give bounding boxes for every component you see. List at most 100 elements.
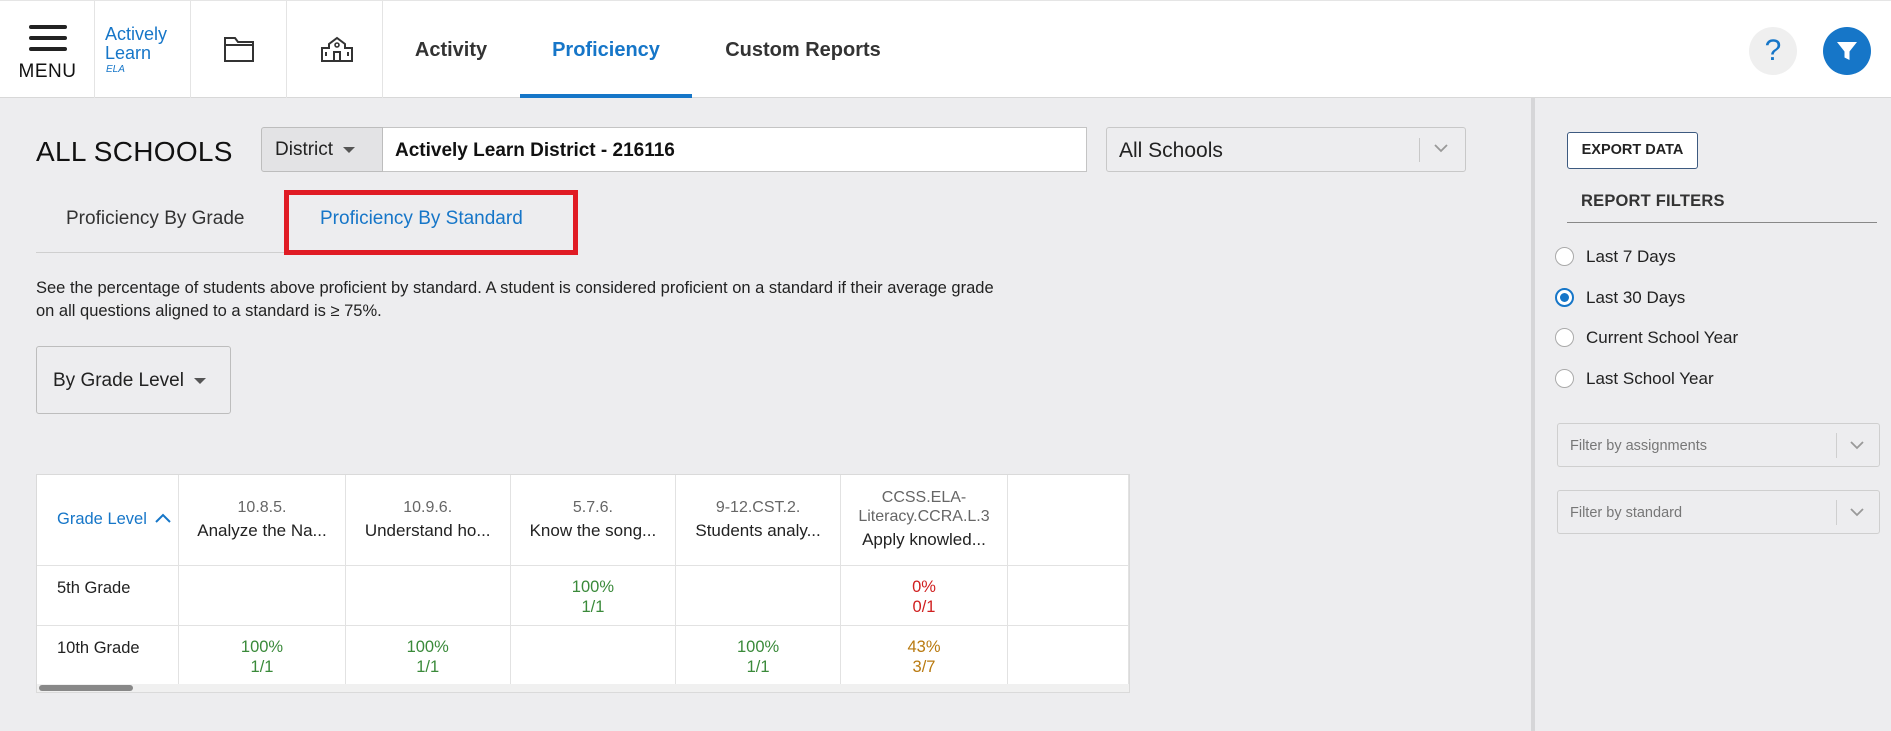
filter-toggle-button[interactable] — [1823, 27, 1871, 75]
report-description: See the percentage of students above pro… — [36, 277, 1136, 323]
proficiency-cell: 100% 1/1 — [675, 625, 842, 686]
group-by-label: By Grade Level — [53, 370, 184, 391]
district-input[interactable]: Actively Learn District - 216116 — [383, 127, 1087, 172]
proficiency-ratio: 1/1 — [581, 597, 605, 616]
standard-code: 10.8.5. — [237, 498, 287, 516]
group-by-dropdown[interactable]: By Grade Level — [36, 346, 231, 414]
page-title: ALL SCHOOLS — [36, 136, 233, 167]
filter-assignments-placeholder: Filter by assignments — [1570, 438, 1707, 454]
horizontal-scrollbar[interactable] — [37, 684, 1129, 692]
grade-level-column-header[interactable]: Grade Level — [37, 475, 180, 566]
logo-line1: Actively — [105, 24, 168, 44]
description-line2: on all questions aligned to a standard i… — [36, 302, 382, 320]
school-select[interactable]: All Schools — [1106, 127, 1466, 172]
help-button[interactable]: ? — [1749, 27, 1797, 75]
report-filters-divider — [1567, 222, 1877, 223]
subtab-proficiency-by-standard[interactable]: Proficiency By Standard — [320, 208, 523, 229]
caret-down-icon — [343, 146, 356, 153]
standard-name: Understand ho... — [364, 520, 491, 540]
table-header-row: Grade Level 10.8.5. Analyze the Na... 10… — [37, 475, 1129, 566]
menu-label: MENU — [18, 61, 77, 82]
table-row: 10th Grade 100% 1/1 100% 1/1 100% 1/1 43… — [37, 625, 1129, 686]
standard-name: Apply knowled... — [862, 530, 986, 550]
select-separator — [1419, 138, 1420, 162]
proficiency-table: Grade Level 10.8.5. Analyze the Na... 10… — [36, 474, 1130, 693]
school-icon — [321, 36, 353, 62]
chevron-down-icon — [1850, 441, 1864, 450]
proficiency-percent: 0% — [912, 577, 936, 596]
actively-learn-logo[interactable]: Actively Learn ELA — [95, 1, 191, 98]
subtab-divider — [36, 252, 288, 253]
proficiency-cell-empty — [510, 625, 677, 686]
radio-label: Current School Year — [1586, 328, 1739, 347]
standard-code-line2: Literacy.CCRA.L.3 — [858, 508, 990, 526]
description-line1: See the percentage of students above pro… — [36, 279, 994, 297]
school-select-value: All Schools — [1119, 139, 1223, 162]
grade-cell: 10th Grade — [37, 625, 180, 686]
proficiency-percent: 100% — [571, 577, 614, 596]
filter-by-standard-select[interactable]: Filter by standard — [1557, 490, 1880, 534]
standard-column-header[interactable]: 9-12.CST.2. Students analy... — [675, 475, 842, 566]
tab-custom-reports[interactable]: Custom Reports — [725, 39, 881, 61]
radio-button[interactable] — [1555, 369, 1574, 388]
proficiency-cell-empty — [178, 565, 346, 626]
radio-button[interactable] — [1555, 247, 1574, 266]
filter-standard-placeholder: Filter by standard — [1570, 505, 1683, 521]
report-filters-panel: EXPORT DATA REPORT FILTERS Last 7 Days L… — [1531, 98, 1891, 731]
proficiency-cell: 43% 3/7 — [840, 625, 1008, 686]
proficiency-cell: 100% 1/1 — [510, 565, 677, 626]
scope-dropdown[interactable]: District — [261, 127, 383, 172]
standard-column-header[interactable]: CCSS.ELA- Literacy.CCRA.L.3 Apply knowle… — [840, 475, 1008, 566]
standard-column-header[interactable]: 10.8.5. Analyze the Na... — [178, 475, 346, 566]
caret-down-icon — [193, 377, 206, 384]
radio-button-selected[interactable] — [1555, 288, 1574, 307]
standard-name: Analyze the Na... — [197, 520, 327, 540]
standard-code: 9-12.CST.2. — [715, 498, 801, 516]
standard-column-header-overflow — [1007, 475, 1129, 566]
standard-code: CCSS.ELA- — [881, 489, 967, 507]
menu-button[interactable]: MENU — [0, 1, 95, 98]
chevron-down-icon — [1434, 144, 1448, 153]
standard-column-header[interactable]: 10.9.6. Understand ho... — [345, 475, 511, 566]
proficiency-cell-empty — [675, 565, 842, 626]
standard-code: 10.9.6. — [403, 498, 453, 516]
proficiency-cell-empty — [345, 565, 511, 626]
scrollbar-thumb[interactable] — [39, 685, 133, 691]
standard-column-header[interactable]: 5.7.6. Know the song... — [510, 475, 677, 566]
chevron-down-icon — [1850, 508, 1864, 517]
proficiency-cell: 100% 1/1 — [345, 625, 511, 686]
table-row: 5th Grade 100% 1/1 0% 0/1 — [37, 565, 1129, 626]
filter-by-assignments-select[interactable]: Filter by assignments — [1557, 423, 1880, 467]
select-separator — [1836, 433, 1837, 458]
proficiency-ratio: 1/1 — [416, 657, 440, 676]
standard-code: 5.7.6. — [572, 498, 613, 516]
proficiency-cell-overflow — [1007, 625, 1129, 686]
subtab-proficiency-by-grade[interactable]: Proficiency By Grade — [66, 208, 245, 229]
tab-activity[interactable]: Activity — [414, 39, 488, 61]
export-data-button[interactable]: EXPORT DATA — [1567, 132, 1698, 169]
radio-button[interactable] — [1555, 328, 1574, 347]
grade-cell: 5th Grade — [37, 565, 180, 626]
sort-ascending-icon[interactable] — [154, 512, 172, 524]
proficiency-cell: 0% 0/1 — [840, 565, 1008, 626]
report-filters-title: REPORT FILTERS — [1581, 192, 1725, 210]
proficiency-subtabs: Proficiency By Grade Proficiency By Stan… — [36, 190, 1466, 253]
radio-label: Last School Year — [1586, 369, 1714, 388]
selection-highlight-box — [284, 190, 578, 255]
schools-button[interactable] — [287, 1, 383, 98]
proficiency-percent: 100% — [736, 637, 780, 656]
proficiency-ratio: 1/1 — [250, 657, 274, 676]
proficiency-ratio: 3/7 — [912, 657, 936, 676]
hamburger-icon — [29, 25, 67, 58]
funnel-icon — [1837, 42, 1857, 60]
proficiency-cell-overflow — [1007, 565, 1129, 626]
top-nav-bar: MENU Actively Learn ELA Activity Profici… — [0, 0, 1891, 98]
grade-level-header-label: Grade Level — [57, 510, 147, 529]
library-button[interactable] — [191, 1, 287, 98]
proficiency-ratio: 0/1 — [912, 597, 936, 616]
tab-proficiency[interactable]: Proficiency — [520, 1, 692, 98]
standard-name: Know the song... — [529, 520, 657, 540]
proficiency-cell: 100% 1/1 — [178, 625, 346, 686]
logo-line3: ELA — [106, 64, 125, 75]
folder-icon — [224, 37, 254, 62]
